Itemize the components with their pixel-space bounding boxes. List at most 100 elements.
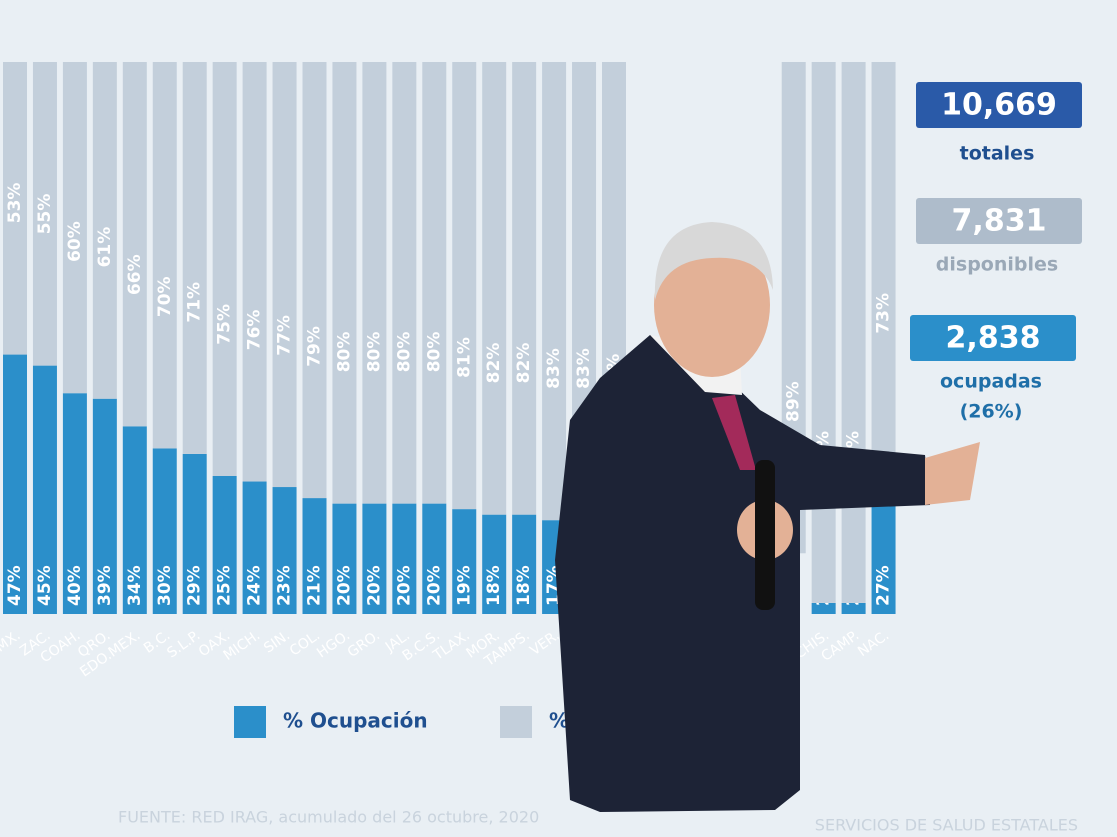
occupied-label: 18% [514,565,534,606]
occupied-label: 18% [484,565,504,606]
available-label: 89% [784,381,804,422]
bar-available [212,62,237,476]
total-value: 10,669 [941,88,1057,123]
bar-occupied [182,453,207,614]
occupied-label: 40% [65,565,85,606]
bar-available [122,62,147,427]
available-label: 75% [215,304,235,345]
hair [654,222,773,300]
available-label: 60% [65,221,85,262]
bar-available [62,62,87,394]
bar-available [302,62,327,499]
bar-occupied [811,602,836,614]
microphone [755,460,775,610]
bar-available [92,62,117,399]
available-label: 81% [454,337,474,378]
occupied-label: 21% [305,565,325,606]
bar-available [422,62,447,504]
bar-occupied [122,426,147,614]
bar-occupied [841,602,866,614]
bar-occupied [92,398,117,614]
available-label: 55% [35,194,55,235]
bar-occupied [392,503,417,614]
footer-right: SERVICIOS DE SALUD ESTATALES [815,816,1078,835]
bar-available [841,62,866,603]
available-label: 80% [364,332,384,373]
occupied-label: 19% [454,565,474,606]
bar-available [272,62,297,488]
bar-available [242,62,267,482]
bar-available [182,62,207,454]
bar-available [811,62,836,603]
available-label: 73% [874,293,894,334]
occupied-label: 39% [95,565,115,606]
bar-available [332,62,357,504]
bar-available [871,62,896,465]
occupied-label: 20% [364,565,384,606]
legend: % Ocupación% [234,706,569,738]
presenter [555,222,980,812]
bar-available [482,62,507,515]
bar-occupied [302,498,327,614]
occupied-label: 34% [125,565,145,606]
legend-label: % [549,709,569,733]
occupied-label: 24% [245,565,265,606]
occupied-label: 20% [424,565,444,606]
occupied-label: 30% [155,565,175,606]
available-label: 71% [185,282,205,323]
bar-available [3,62,27,355]
occupied-label: 20% [334,565,354,606]
occupied-box [910,315,1076,361]
suit [555,335,930,812]
bar-occupied [212,476,237,614]
bar-occupied [452,509,477,614]
chart: 47%53%CD.MX.45%55%ZAC.40%60%COAH.39%61%Q… [0,62,896,680]
occupied-label: ocupadas [940,371,1042,393]
available-label: 53% [5,183,25,224]
occupied-label: 23% [275,565,295,606]
bar-available [362,62,387,504]
tie [712,395,756,470]
available-label: 83% [544,348,564,389]
bar-occupied [422,503,447,614]
bar-occupied [62,393,87,614]
available-label: disponibles [936,254,1058,276]
available-label: 79% [305,326,325,367]
occupied-label: 45% [35,565,55,606]
bar-available [452,62,477,510]
bar-occupied [482,514,507,614]
bar-occupied [362,503,387,614]
available-label: 83% [574,348,594,389]
available-label: 82% [484,343,504,384]
available-box [916,198,1082,244]
available-value: 7,831 [952,204,1047,239]
legend-swatch [234,706,266,738]
available-label: 66% [125,254,145,295]
legend-label: % Ocupación [283,709,428,733]
available-label: 80% [424,332,444,373]
bar-available [392,62,417,504]
occupied-label: 20% [394,565,414,606]
available-label: 61% [95,227,115,268]
summary-panel: 10,669 totales 7,831 disponibles 2,838 o… [910,82,1082,423]
occupied-label: 25% [215,565,235,606]
occupied-pct: (26%) [960,401,1023,423]
bar-available [32,62,57,366]
available-label: 70% [155,276,175,317]
available-label: 77% [275,315,295,356]
hand [925,442,980,505]
occupied-label: 29% [185,565,205,606]
bar-occupied [32,365,57,614]
bar-occupied [332,503,357,614]
bar-occupied [512,514,537,614]
bar-available [152,62,177,449]
bar-available [542,62,567,521]
footer-source: FUENTE: RED IRAG, acumulado del 26 octub… [118,808,539,827]
occupied-label: 47% [5,565,25,606]
bar-occupied [152,448,177,614]
bar-occupied [242,481,267,614]
available-label: 82% [514,343,534,384]
total-label: totales [960,143,1035,165]
occupied-label: 27% [874,565,894,606]
